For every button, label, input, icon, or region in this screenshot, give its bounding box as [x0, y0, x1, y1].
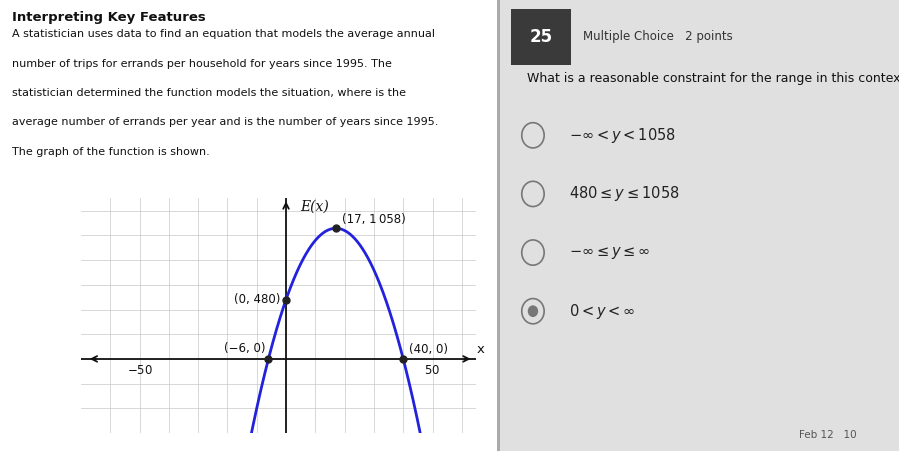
Text: average number of errands per year and is the number of years since 1995.: average number of errands per year and i… — [13, 117, 439, 127]
Text: What is a reasonable constraint for the range in this context?: What is a reasonable constraint for the … — [527, 72, 899, 85]
Text: (−6, 0): (−6, 0) — [224, 342, 265, 355]
Text: $0 < y < \infty$: $0 < y < \infty$ — [569, 302, 636, 321]
Text: x: x — [476, 343, 485, 356]
Text: 25: 25 — [530, 28, 553, 46]
Text: $-\infty \leq y \leq \infty$: $-\infty \leq y \leq \infty$ — [569, 244, 651, 261]
Text: $-\infty < y < 1058$: $-\infty < y < 1058$ — [569, 126, 676, 145]
Text: $50$: $50$ — [424, 364, 441, 377]
Text: The graph of the function is shown.: The graph of the function is shown. — [13, 147, 210, 156]
Text: number of trips for errands per household for years since 1995. The: number of trips for errands per househol… — [13, 59, 392, 69]
Text: $-50$: $-50$ — [127, 364, 153, 377]
Text: Interpreting Key Features: Interpreting Key Features — [13, 11, 206, 24]
Text: (17, 1 058): (17, 1 058) — [342, 213, 405, 226]
Text: E(x): E(x) — [300, 200, 329, 214]
Text: Feb 12   10: Feb 12 10 — [799, 430, 857, 440]
Text: Multiple Choice   2 points: Multiple Choice 2 points — [583, 31, 733, 43]
Text: (0, 480): (0, 480) — [234, 293, 280, 306]
Text: (40, 0): (40, 0) — [409, 343, 448, 356]
Text: A statistician uses data to find an equation that models the average annual: A statistician uses data to find an equa… — [13, 29, 435, 39]
Circle shape — [528, 305, 539, 317]
FancyBboxPatch shape — [511, 9, 571, 65]
Text: statistician determined the function models the situation, where is the: statistician determined the function mod… — [13, 88, 406, 98]
Text: $480 \leq y \leq 1058$: $480 \leq y \leq 1058$ — [569, 184, 680, 203]
